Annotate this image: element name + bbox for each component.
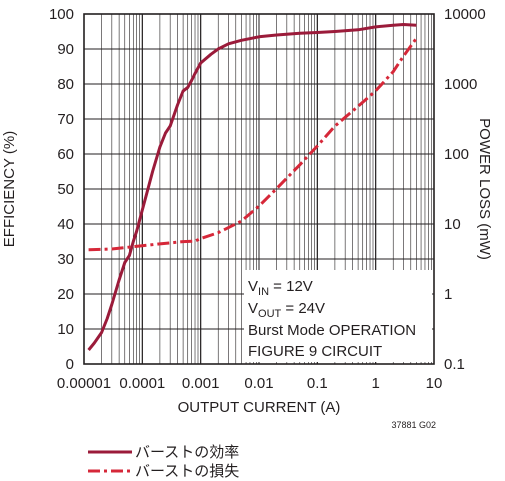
x-tick-label: 0.00001 bbox=[57, 375, 111, 392]
figure-code: 37881 G02 bbox=[391, 420, 436, 430]
y-tick-label-left: 10 bbox=[57, 321, 74, 338]
x-tick-label: 10 bbox=[426, 375, 443, 392]
y-tick-label-right: 1000 bbox=[444, 76, 477, 93]
y-tick-label-left: 50 bbox=[57, 181, 74, 198]
x-axis-title: OUTPUT CURRENT (A) bbox=[178, 399, 341, 416]
efficiency-series-line bbox=[87, 23, 417, 351]
series-layer bbox=[87, 23, 418, 351]
y-tick-label-right: 0.1 bbox=[444, 356, 465, 373]
legend-label: バーストの効率 bbox=[135, 444, 239, 461]
annotation-mode: Burst Mode OPERATION bbox=[248, 322, 416, 339]
annotation-background bbox=[244, 270, 432, 362]
power-loss-series-line bbox=[88, 37, 418, 252]
tick-labels: 0.00001 0.0001 0.001 0.01 0.1 1 10010203040506… bbox=[49, 6, 486, 392]
annotation-vin: VIN = 12V bbox=[248, 278, 313, 298]
y-axis-title-right: POWER LOSS (mW) bbox=[476, 118, 493, 260]
plot-frame bbox=[83, 13, 435, 365]
y-tick-label-left: 100 bbox=[49, 6, 74, 23]
x-tick-label: 1 bbox=[371, 375, 379, 392]
y-tick-label-right: 10 bbox=[444, 216, 461, 233]
y-tick-label-left: 20 bbox=[57, 286, 74, 303]
x-tick-label: 0.01 bbox=[244, 375, 273, 392]
legend-label: バーストの損失 bbox=[135, 463, 239, 480]
y-tick-label-right: 10000 bbox=[444, 6, 486, 23]
y-axis-title-left: EFFICIENCY (%) bbox=[1, 131, 18, 247]
x-tick-label: 0.1 bbox=[307, 375, 328, 392]
y-tick-label-left: 60 bbox=[57, 146, 74, 163]
y-tick-label-left: 80 bbox=[57, 76, 74, 93]
y-tick-label-left: 40 bbox=[57, 216, 74, 233]
y-tick-label-right: 100 bbox=[444, 146, 469, 163]
annotation-vout: VOUT = 24V bbox=[248, 300, 325, 320]
y-tick-label-right: 1 bbox=[444, 286, 452, 303]
x-tick-label: 0.001 bbox=[182, 375, 220, 392]
y-tick-label-left: 70 bbox=[57, 111, 74, 128]
x-tick-label: 0.0001 bbox=[119, 375, 165, 392]
y-tick-label-left: 30 bbox=[57, 251, 74, 268]
y-tick-label-left: 90 bbox=[57, 41, 74, 58]
annotation-box: VIN = 12V VOUT = 24V Burst Mode OPERATIO… bbox=[244, 270, 432, 362]
annotation-circuit: FIGURE 9 CIRCUIT bbox=[248, 343, 382, 360]
y-tick-label-left: 0 bbox=[66, 356, 74, 373]
